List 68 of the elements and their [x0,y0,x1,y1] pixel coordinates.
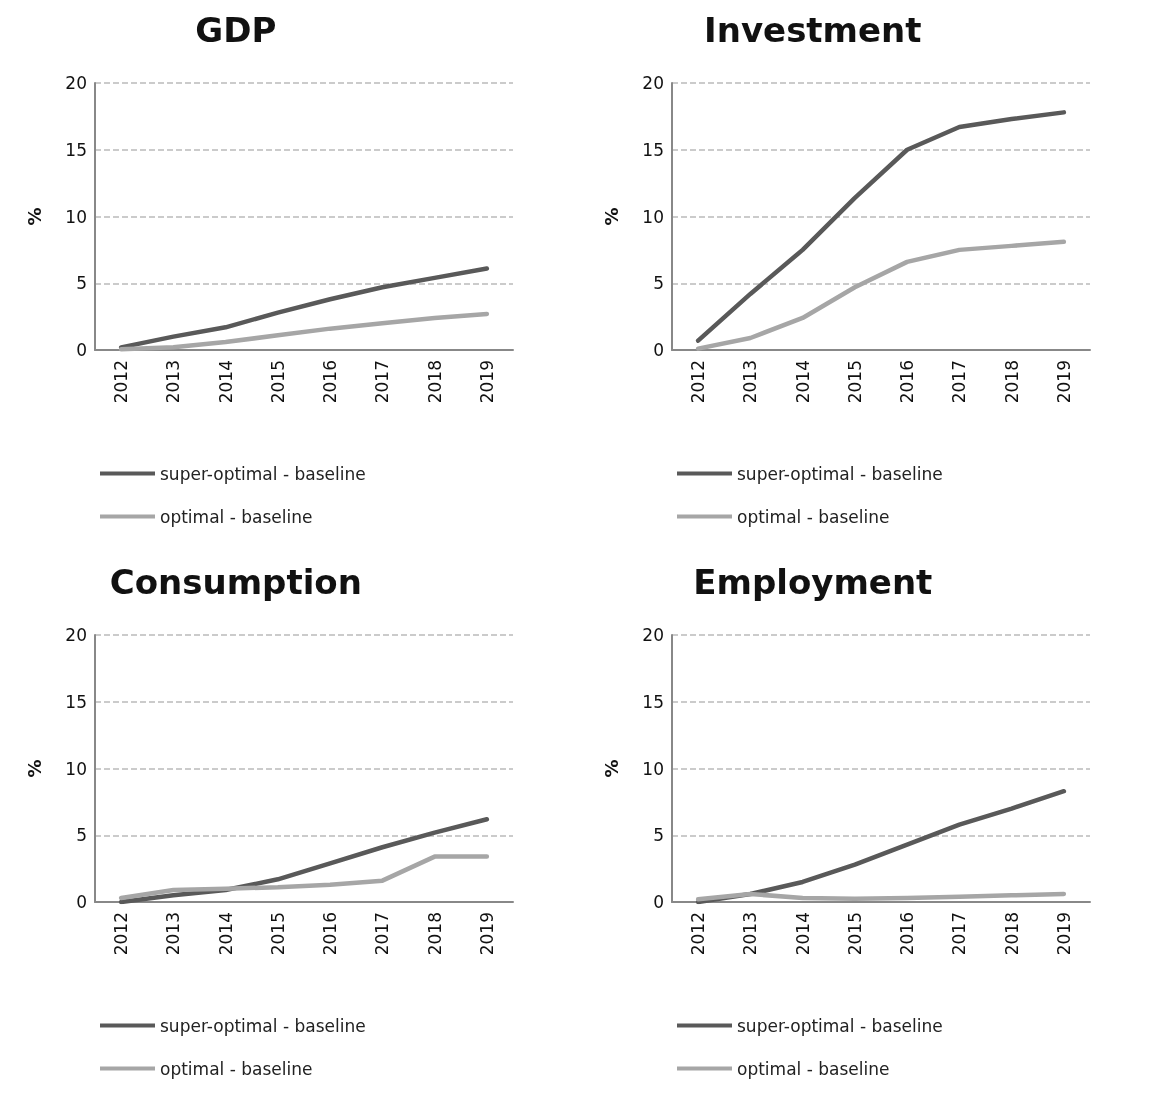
x-tick-label: 2018 [424,912,445,956]
x-tick-label: 2019 [1053,912,1074,956]
y-tick-label: 0 [76,340,87,360]
y-tick-label: 0 [653,892,664,912]
y-tick-label: 15 [642,691,664,712]
x-tick-label: 2012 [111,912,132,956]
y-tick-label: 10 [65,206,87,227]
x-tick-label: 2012 [688,912,709,956]
x-tick-label: 2019 [1053,360,1074,404]
y-tick-label: 5 [653,825,664,846]
y-tick-label: 15 [65,139,87,160]
x-tick-label: 2018 [1001,912,1022,956]
legend-label: optimal - baseline [737,506,890,527]
chart-title: Consumption [109,562,362,602]
y-tick-label: 0 [76,892,87,912]
x-tick-label: 2017 [949,360,970,404]
y-tick-label: 0 [653,340,664,360]
x-tick-label: 2014 [792,912,813,956]
x-tick-label: 2013 [740,360,761,404]
x-tick-label: 2012 [111,360,132,404]
x-tick-label: 2015 [844,912,865,956]
y-tick-label: 15 [65,691,87,712]
y-tick-label: 5 [76,825,87,846]
x-tick-label: 2013 [163,360,184,404]
legend-label: super-optimal - baseline [737,463,943,484]
x-tick-label: 2013 [163,912,184,956]
x-tick-label: 2015 [844,360,865,404]
x-tick-label: 2016 [897,360,918,404]
x-tick-label: 2016 [320,912,341,956]
y-axis-title: % [23,207,45,226]
x-tick-label: 2014 [792,360,813,404]
y-axis-title: % [600,759,622,778]
x-tick-label: 2019 [476,912,497,956]
y-tick-label: 20 [65,73,87,93]
y-tick-label: 10 [642,206,664,227]
x-tick-label: 2017 [372,360,393,404]
legend-label: optimal - baseline [160,1058,313,1079]
y-axis-title: % [23,759,45,778]
x-tick-label: 2012 [688,360,709,404]
x-tick-label: 2016 [320,360,341,404]
chart-title: Employment [693,562,933,602]
y-tick-label: 20 [642,625,664,645]
x-tick-label: 2017 [949,912,970,956]
chart-title: Investment [704,10,922,50]
x-tick-label: 2018 [424,360,445,404]
y-tick-label: 10 [65,758,87,779]
legend-label: super-optimal - baseline [737,1015,943,1036]
y-axis-title: % [600,207,622,226]
legend-label: optimal - baseline [160,506,313,527]
x-tick-label: 2015 [267,912,288,956]
x-tick-label: 2016 [897,912,918,956]
chart-title: GDP [195,10,277,50]
legend-label: super-optimal - baseline [160,1015,366,1036]
y-tick-label: 10 [642,758,664,779]
x-tick-label: 2015 [267,360,288,404]
x-tick-label: 2018 [1001,360,1022,404]
x-tick-label: 2013 [740,912,761,956]
y-tick-label: 20 [65,625,87,645]
legend-label: optimal - baseline [737,1058,890,1079]
y-tick-label: 20 [642,73,664,93]
y-tick-label: 15 [642,139,664,160]
x-tick-label: 2014 [215,360,236,404]
x-tick-label: 2014 [215,912,236,956]
y-tick-label: 5 [76,273,87,294]
x-tick-label: 2017 [372,912,393,956]
y-tick-label: 5 [653,273,664,294]
x-tick-label: 2019 [476,360,497,404]
legend-label: super-optimal - baseline [160,463,366,484]
